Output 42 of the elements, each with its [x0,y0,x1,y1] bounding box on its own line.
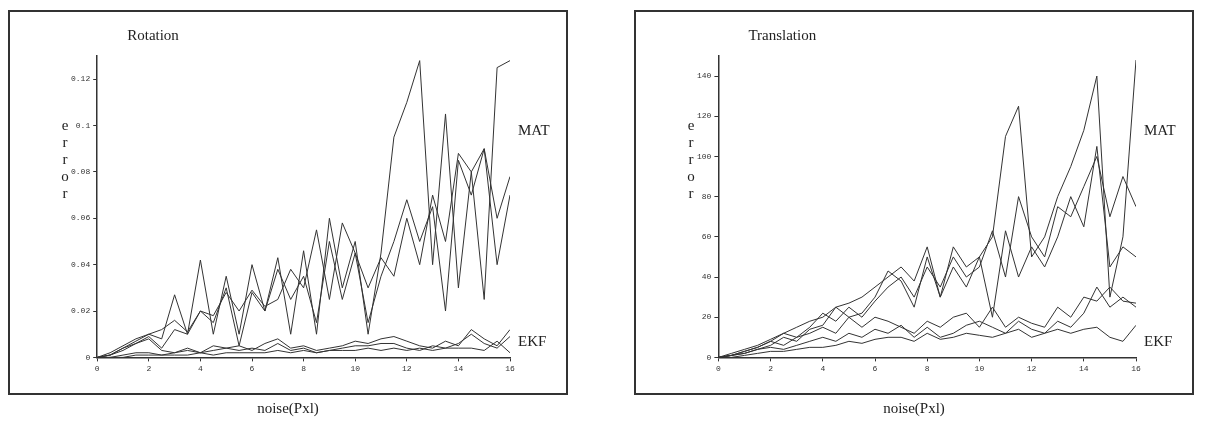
x-tick-label: 10 [974,364,985,374]
y-tick-label: 0 [706,352,712,362]
x-tick-label: 12 [402,364,412,374]
y-tick-label: 140 [697,71,712,81]
y-axis-title: error [682,117,699,202]
text: MAT [1144,122,1176,139]
x-tick-label: 12 [1026,364,1037,374]
y-tick-label: 0 [85,352,91,362]
x-tick-label: 16 [505,364,515,374]
chart-title: Translation [748,27,817,44]
x-tick-label: 2 [146,364,152,374]
x-axis-title: noise(Pxl) [256,400,320,417]
x-tick-label: 14 [1079,364,1089,374]
y-tick-label: 0.06 [71,213,91,223]
text: EKF [1144,333,1173,350]
x-tick-label: 4 [820,364,826,374]
y-tick-label: 0.1 [75,120,91,130]
x-tick-label: 8 [924,364,930,374]
y-tick-label: 100 [697,151,712,161]
y-tick-label: 0.12 [71,74,91,84]
y-tick-label: 80 [701,191,712,201]
y-tick-label: 60 [701,231,712,241]
y-tick-label: 20 [701,312,712,322]
x-tick-label: 14 [453,364,464,374]
y-tick-label: 0.04 [71,259,91,269]
x-tick-label: 8 [301,364,307,374]
x-tick-label: 6 [249,364,255,374]
x-tick-label: 16 [1131,364,1141,374]
y-tick-label: 120 [697,111,712,121]
x-tick-label: 10 [350,364,361,374]
text: EKF [518,333,547,350]
x-tick-label: 6 [872,364,878,374]
chart-title: Rotation [127,27,180,44]
y-tick-label: 0.02 [71,306,91,316]
x-tick-label: 0 [94,364,100,374]
x-axis-title: noise(Pxl) [882,400,946,417]
y-tick-label: 0.08 [71,167,91,177]
x-tick-label: 2 [768,364,774,374]
y-tick-label: 40 [701,272,712,282]
text: MAT [518,122,550,139]
x-tick-label: 4 [198,364,203,374]
x-tick-label: 0 [716,364,721,374]
